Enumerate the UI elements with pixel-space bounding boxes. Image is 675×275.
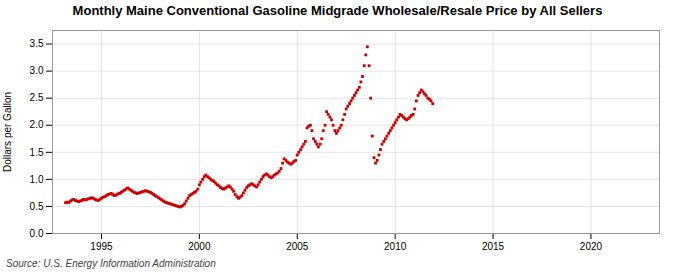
svg-text:3.0: 3.0	[30, 65, 44, 76]
svg-text:3.5: 3.5	[30, 38, 44, 49]
html-text:Source: U.S. Energy Informatio: Source: U.S. Energy Information Administ…	[6, 258, 216, 269]
svg-text:2.0: 2.0	[30, 119, 44, 130]
svg-text:1.5: 1.5	[30, 147, 44, 158]
svg-text:0.0: 0.0	[30, 228, 44, 239]
svg-text:2010: 2010	[384, 241, 407, 252]
svg-text:2.5: 2.5	[30, 92, 44, 103]
svg-text:1.0: 1.0	[30, 174, 44, 185]
svg-text:2015: 2015	[482, 241, 505, 252]
svg-text:2005: 2005	[286, 241, 309, 252]
svg-text:Dollars per Gallon: Dollars per Gallon	[2, 92, 13, 172]
svg-text:2000: 2000	[188, 241, 211, 252]
svg-text:2020: 2020	[580, 241, 603, 252]
svg-text:1995: 1995	[90, 241, 113, 252]
html-text:Monthly Maine Conventional Gas: Monthly Maine Conventional Gasoline Midg…	[72, 3, 603, 18]
svg-text:0.5: 0.5	[30, 201, 44, 212]
